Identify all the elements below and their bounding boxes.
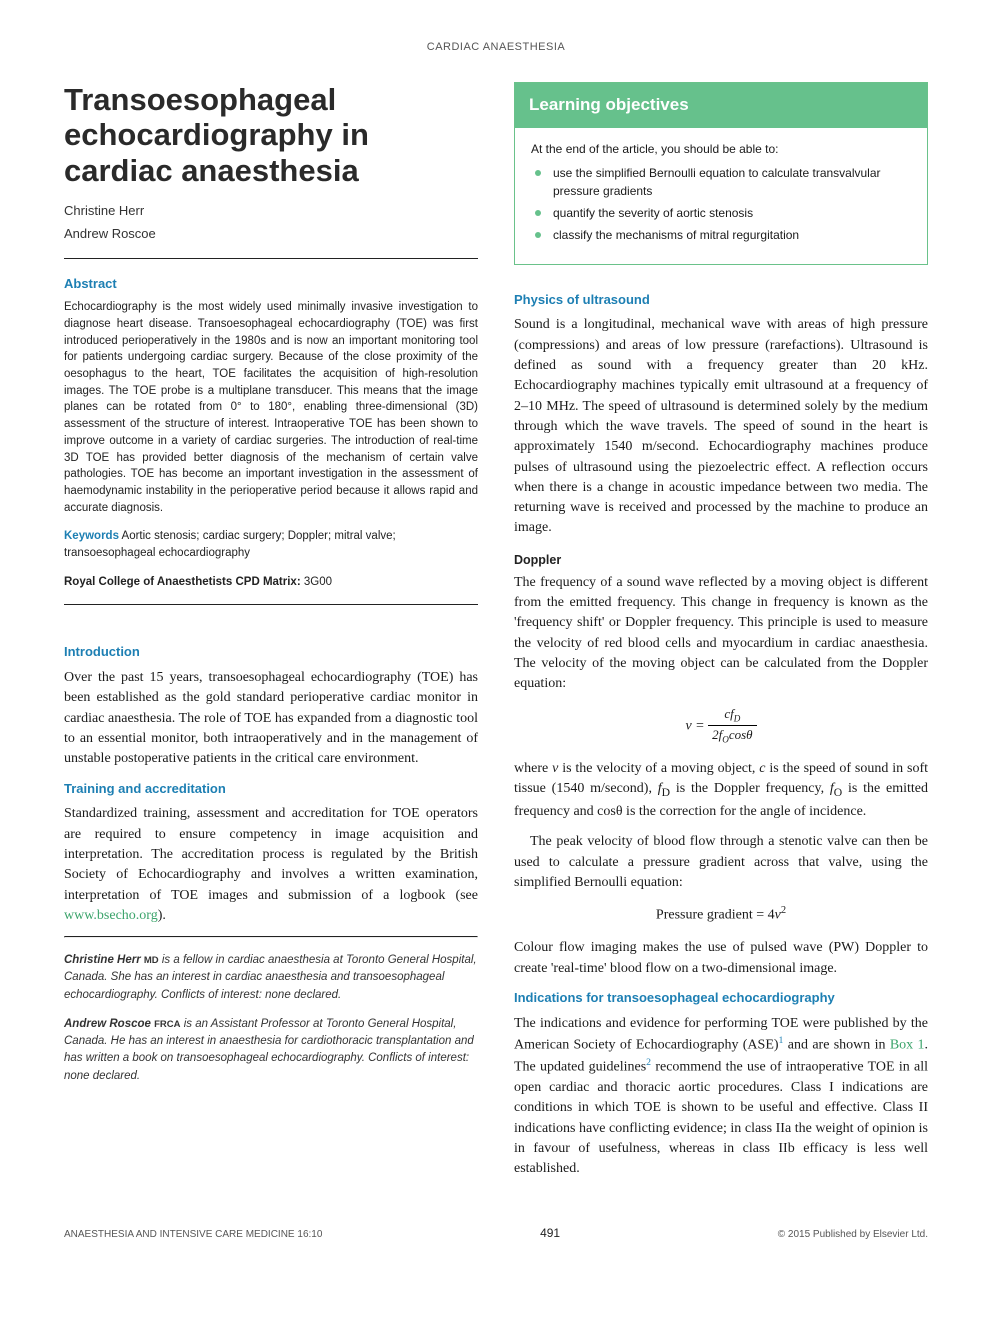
doppler-p3: The peak velocity of blood flow through …: [514, 832, 928, 893]
doppler-p2: where v is the velocity of a moving obje…: [514, 759, 928, 822]
learning-objectives-box: Learning objectives At the end of the ar…: [514, 82, 928, 265]
bio-2: Andrew Roscoe FRCA is an Assistant Profe…: [64, 1016, 478, 1085]
author-2: Andrew Roscoe: [64, 225, 478, 244]
lo-item-1: use the simplified Bernoulli equation to…: [535, 164, 911, 200]
training-post: ).: [158, 908, 166, 923]
learning-objectives-body: At the end of the article, you should be…: [515, 128, 927, 252]
doppler-p1: The frequency of a sound wave reflected …: [514, 573, 928, 695]
ind-b: and are shown in: [783, 1038, 889, 1053]
bio-1-cred: MD: [144, 955, 159, 966]
training-pre: Standardized training, assessment and ac…: [64, 806, 478, 902]
lo-intro: At the end of the article, you should be…: [531, 140, 911, 158]
running-head: CARDIAC ANAESTHESIA: [64, 40, 928, 56]
introduction-heading: Introduction: [64, 643, 478, 662]
article-title: Transoesophageal echocardiography in car…: [64, 82, 478, 188]
keywords: Keywords Aortic stenosis; cardiac surger…: [64, 528, 478, 561]
abstract-heading: Abstract: [64, 275, 478, 294]
bernoulli-equation: Pressure gradient = 4v2: [514, 903, 928, 926]
learning-objectives-heading: Learning objectives: [515, 83, 927, 128]
rule-divider-2: [64, 604, 478, 605]
cpd-label: Royal College of Anaesthetists CPD Matri…: [64, 576, 301, 588]
physics-p1: Sound is a longitudinal, mechanical wave…: [514, 315, 928, 538]
training-heading: Training and accreditation: [64, 780, 478, 799]
rule-divider: [64, 258, 478, 259]
introduction-text: Over the past 15 years, transoesophageal…: [64, 668, 478, 769]
bio-2-name: Andrew Roscoe: [64, 1018, 151, 1030]
bsecho-link[interactable]: www.bsecho.org: [64, 908, 158, 923]
keywords-label: Keywords: [64, 530, 119, 542]
lo-list: use the simplified Bernoulli equation to…: [531, 164, 911, 244]
right-column: Learning objectives At the end of the ar…: [514, 82, 928, 1189]
left-column: Transoesophageal echocardiography in car…: [64, 82, 478, 1189]
bio-1: Christine Herr MD is a fellow in cardiac…: [64, 952, 478, 1004]
rule-divider-3: [64, 936, 478, 938]
lo-item-3: classify the mechanisms of mitral regurg…: [535, 226, 911, 244]
bio-2-cred: FRCA: [154, 1019, 180, 1030]
two-column-layout: Transoesophageal echocardiography in car…: [64, 82, 928, 1189]
training-text: Standardized training, assessment and ac…: [64, 804, 478, 926]
page-footer: ANAESTHESIA AND INTENSIVE CARE MEDICINE …: [64, 1225, 928, 1243]
lo-item-2: quantify the severity of aortic stenosis: [535, 204, 911, 222]
cpd-line: Royal College of Anaesthetists CPD Matri…: [64, 574, 478, 591]
physics-heading: Physics of ultrasound: [514, 291, 928, 310]
indications-p1: The indications and evidence for perform…: [514, 1014, 928, 1180]
abstract-text: Echocardiography is the most widely used…: [64, 299, 478, 516]
footer-page-number: 491: [540, 1225, 560, 1242]
box-1-ref[interactable]: Box 1: [890, 1038, 925, 1053]
doppler-p4: Colour flow imaging makes the use of pul…: [514, 938, 928, 979]
bio-1-name: Christine Herr: [64, 954, 141, 966]
author-1: Christine Herr: [64, 202, 478, 221]
footer-journal: ANAESTHESIA AND INTENSIVE CARE MEDICINE …: [64, 1228, 322, 1243]
doppler-equation: v = cfD2fOcosθ: [514, 705, 928, 748]
indications-heading: Indications for transoesophageal echocar…: [514, 989, 928, 1008]
ind-d: recommend the use of intraoperative TOE …: [514, 1060, 928, 1176]
cpd-value-text: 3G00: [304, 576, 332, 588]
doppler-heading: Doppler: [514, 551, 928, 569]
footer-copyright: © 2015 Published by Elsevier Ltd.: [778, 1228, 928, 1243]
